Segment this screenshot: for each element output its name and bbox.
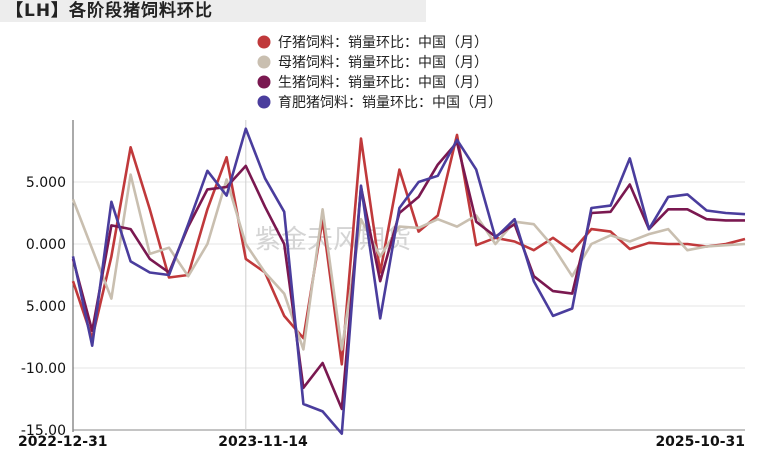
y-tick-label: -15.00 — [21, 423, 66, 439]
x-tick-label: 2025-10-31 — [655, 434, 745, 450]
legend-marker-3 — [257, 75, 271, 89]
chart-title: 【LH】各阶段猪饲料环比 — [0, 0, 426, 22]
legend-label-2: 母猪饲料：销量环比：中国（月） — [278, 55, 488, 71]
series-line-4 — [71, 127, 746, 435]
series-line-2 — [71, 173, 746, 351]
y-tick-label: 0.000 — [26, 237, 66, 253]
x-tick-labels: 2022-12-31 2023-11-14 2025-10-31 — [18, 434, 745, 450]
legend-label-3: 生猪饲料：销量环比：中国（月） — [278, 75, 488, 91]
y-tick-label: 5.000 — [26, 175, 66, 191]
y-tick-label: -10.00 — [21, 361, 66, 377]
x-tick-label: 2022-12-31 — [18, 434, 108, 450]
series-lines — [71, 127, 746, 435]
legend-label-4: 育肥猪饲料：销量环比：中国（月） — [278, 95, 502, 111]
legend: 仔猪饲料：销量环比：中国（月） 母猪饲料：销量环比：中国（月） 生猪饲料：销量环比：… — [257, 35, 502, 111]
legend-marker-4 — [257, 95, 271, 109]
x-tick-label: 2023-11-14 — [218, 434, 308, 450]
legend-label-1: 仔猪饲料：销量环比：中国（月） — [278, 35, 488, 51]
y-tick-labels: 5.000 0.000 5.000 -10.00 -15.00 — [21, 175, 66, 439]
y-tick-label: 5.000 — [26, 299, 66, 315]
axes — [72, 120, 745, 432]
legend-marker-1 — [257, 35, 271, 49]
series-line-1 — [71, 133, 746, 366]
legend-marker-2 — [257, 55, 271, 69]
